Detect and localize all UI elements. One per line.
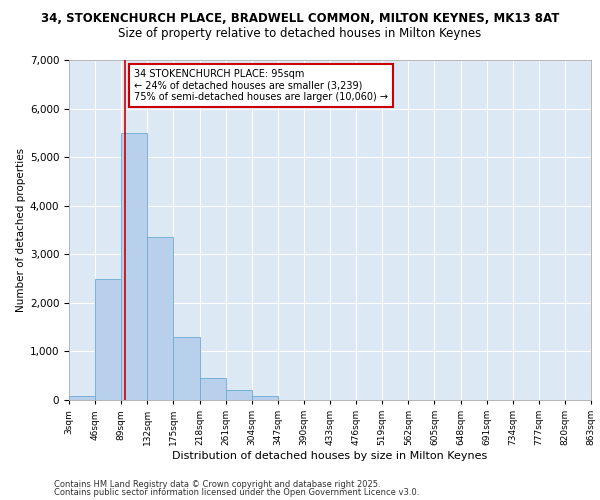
Text: Contains HM Land Registry data © Crown copyright and database right 2025.: Contains HM Land Registry data © Crown c… xyxy=(54,480,380,489)
Bar xyxy=(252,396,278,400)
Bar xyxy=(148,238,173,400)
Bar xyxy=(121,133,148,400)
Bar xyxy=(199,378,226,400)
Bar xyxy=(95,278,121,400)
Y-axis label: Number of detached properties: Number of detached properties xyxy=(16,148,26,312)
Text: 34 STOKENCHURCH PLACE: 95sqm
← 24% of detached houses are smaller (3,239)
75% of: 34 STOKENCHURCH PLACE: 95sqm ← 24% of de… xyxy=(134,68,388,102)
Bar xyxy=(173,337,199,400)
Text: 34, STOKENCHURCH PLACE, BRADWELL COMMON, MILTON KEYNES, MK13 8AT: 34, STOKENCHURCH PLACE, BRADWELL COMMON,… xyxy=(41,12,559,26)
Bar xyxy=(69,396,95,400)
Text: Size of property relative to detached houses in Milton Keynes: Size of property relative to detached ho… xyxy=(118,28,482,40)
Bar xyxy=(226,390,252,400)
X-axis label: Distribution of detached houses by size in Milton Keynes: Distribution of detached houses by size … xyxy=(172,451,488,461)
Text: Contains public sector information licensed under the Open Government Licence v3: Contains public sector information licen… xyxy=(54,488,419,497)
